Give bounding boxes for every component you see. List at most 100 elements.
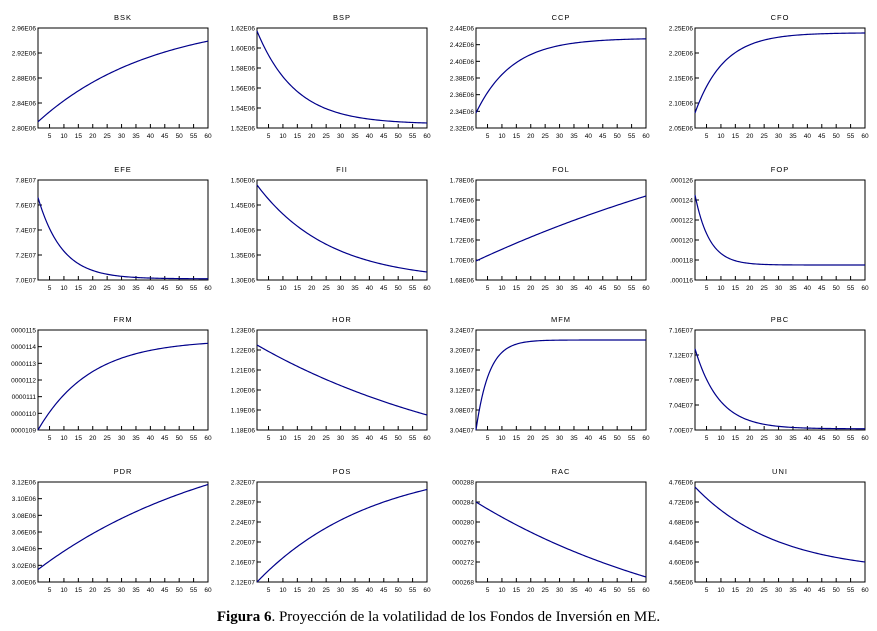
x-tick-label-ccp: 25	[542, 133, 550, 140]
x-tick-label-fop: 40	[804, 285, 812, 292]
y-tick-label-pos: 2.12E07	[231, 580, 256, 587]
x-tick-label-ccp: 55	[628, 133, 636, 140]
x-tick-label-cfo: 45	[818, 133, 826, 140]
y-tick-label-hor: 1.21E06	[231, 368, 256, 375]
x-tick-label-frm: 55	[190, 435, 198, 442]
x-tick-label-fii: 35	[351, 285, 359, 292]
x-tick-label-bsp: 35	[351, 133, 359, 140]
x-tick-label-fop: 5	[705, 285, 709, 292]
panel-rac: RAC 000268 000272 000276 000280 000284 000288 5…	[452, 467, 650, 594]
x-tick-label-pos: 45	[380, 587, 388, 594]
x-tick-label-bsk: 5	[48, 133, 52, 140]
figure-caption-label: Figura 6	[216, 609, 272, 625]
x-tick-label-pdr: 35	[132, 587, 140, 594]
x-tick-label-hor: 10	[279, 435, 287, 442]
x-tick-label-bsp: 15	[294, 133, 302, 140]
x-tick-label-ccp: 20	[527, 133, 535, 140]
x-tick-label-bsp: 20	[308, 133, 316, 140]
y-tick-label-bsp: 1.60E06	[231, 46, 256, 53]
y-tick-label-cfo: 2.05E06	[669, 126, 694, 133]
x-tick-label-pos: 40	[366, 587, 374, 594]
x-tick-label-pos: 60	[423, 587, 431, 594]
x-tick-label-fii: 50	[395, 285, 403, 292]
y-tick-label-frm: 0000114	[11, 344, 36, 351]
panel-title-rac: RAC	[552, 467, 571, 476]
x-tick-label-cfo: 55	[847, 133, 855, 140]
x-tick-label-fop: 15	[732, 285, 740, 292]
y-tick-label-pbc: 7.12E07	[669, 353, 694, 360]
x-tick-label-pbc: 35	[789, 435, 797, 442]
x-tick-label-pdr: 30	[118, 587, 126, 594]
y-tick-label-mfm: 3.08E07	[450, 408, 475, 415]
y-tick-label-uni: 4.56E06	[669, 580, 694, 587]
x-tick-label-pbc: 20	[746, 435, 754, 442]
y-tick-label-fop: .000124	[670, 198, 694, 205]
x-tick-label-mfm: 45	[599, 435, 607, 442]
y-tick-label-fii: 1.30E06	[231, 278, 256, 285]
x-tick-label-pos: 15	[294, 587, 302, 594]
y-tick-label-uni: 4.64E06	[669, 540, 694, 547]
x-tick-label-uni: 45	[818, 587, 826, 594]
y-tick-label-ccp: 2.42E06	[450, 42, 475, 49]
x-tick-label-ccp: 10	[498, 133, 506, 140]
x-tick-label-fol: 60	[642, 285, 650, 292]
x-tick-label-pdr: 5	[48, 587, 52, 594]
plot-frame-ccp	[475, 27, 647, 129]
x-tick-label-fol: 10	[498, 285, 506, 292]
x-tick-label-pdr: 15	[75, 587, 83, 594]
y-tick-label-ccp: 2.32E06	[450, 126, 475, 133]
series-line-hor	[256, 344, 428, 416]
x-tick-label-hor: 40	[366, 435, 374, 442]
x-tick-label-bsp: 60	[423, 133, 431, 140]
series-line-fop	[694, 194, 865, 266]
x-tick-label-ccp: 5	[486, 133, 490, 140]
x-tick-label-uni: 15	[732, 587, 740, 594]
x-tick-label-pdr: 40	[147, 587, 155, 594]
x-tick-label-fol: 50	[614, 285, 622, 292]
x-tick-label-mfm: 40	[585, 435, 593, 442]
x-tick-label-efe: 15	[75, 285, 83, 292]
x-tick-label-fii: 10	[279, 285, 287, 292]
x-tick-label-cfo: 20	[746, 133, 754, 140]
y-tick-label-pbc: 7.08E07	[669, 378, 694, 385]
y-tick-label-fol: 1.76E06	[450, 198, 475, 205]
x-tick-label-frm: 15	[75, 435, 83, 442]
x-tick-label-ccp: 40	[585, 133, 593, 140]
x-tick-label-rac: 20	[527, 587, 535, 594]
x-tick-label-pdr: 55	[190, 587, 198, 594]
x-tick-label-hor: 60	[423, 435, 431, 442]
y-tick-label-mfm: 3.16E07	[450, 368, 475, 375]
y-tick-label-fop: .000122	[670, 218, 694, 225]
x-tick-label-fop: 10	[717, 285, 725, 292]
x-tick-label-frm: 40	[147, 435, 155, 442]
x-tick-label-mfm: 35	[570, 435, 578, 442]
x-tick-label-frm: 10	[60, 435, 68, 442]
x-tick-label-efe: 25	[104, 285, 112, 292]
y-tick-label-fol: 1.68E06	[450, 278, 475, 285]
y-tick-label-rac: 000268	[452, 580, 474, 587]
x-tick-label-bsk: 45	[161, 133, 169, 140]
plot-frame-uni	[694, 481, 866, 583]
plot-frame-pbc	[694, 329, 866, 431]
x-tick-label-efe: 5	[48, 285, 52, 292]
plot-frame-pos	[256, 481, 428, 583]
x-tick-label-bsp: 50	[395, 133, 403, 140]
x-tick-label-frm: 5	[48, 435, 52, 442]
x-tick-label-fii: 55	[409, 285, 417, 292]
y-tick-label-bsp: 1.62E06	[231, 26, 256, 33]
x-tick-label-ccp: 45	[599, 133, 607, 140]
y-tick-label-bsk: 2.84E06	[12, 101, 37, 108]
y-tick-label-efe: 7.8E07	[15, 178, 36, 185]
x-tick-label-ccp: 50	[614, 133, 622, 140]
y-tick-label-efe: 7.0E07	[15, 278, 36, 285]
x-tick-label-hor: 15	[294, 435, 302, 442]
x-tick-label-uni: 30	[775, 587, 783, 594]
y-tick-label-fop: .000120	[670, 238, 694, 245]
x-tick-label-pbc: 45	[818, 435, 826, 442]
y-tick-label-frm: 0000110	[11, 411, 36, 418]
x-tick-label-efe: 60	[204, 285, 212, 292]
x-tick-label-bsk: 30	[118, 133, 126, 140]
x-tick-label-rac: 15	[513, 587, 521, 594]
plot-frame-rac	[475, 481, 647, 583]
panel-pdr: PDR 3.00E06 3.02E06 3.04E06 3.06E06 3.08E06 3.…	[12, 467, 212, 594]
